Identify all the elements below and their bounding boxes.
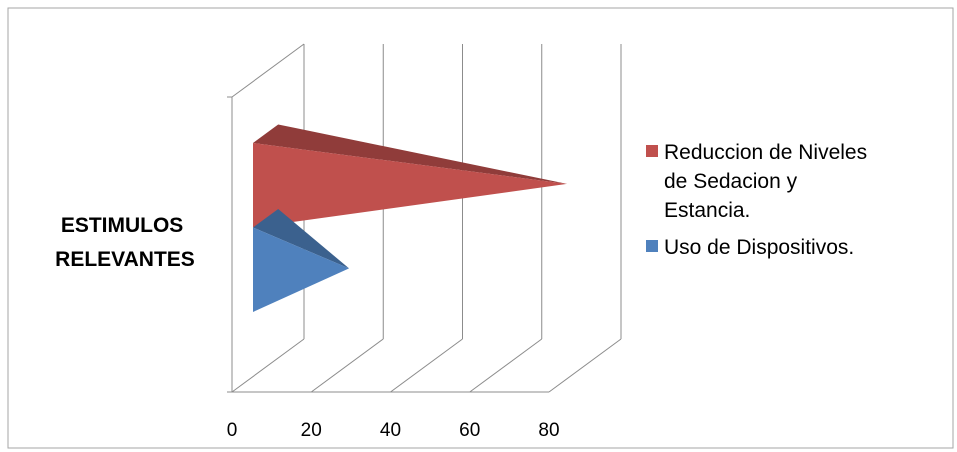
x-tick-label-3: 60 <box>459 420 480 441</box>
legend-label-reduccion-line-1: Reduccion de Niveles <box>664 141 867 164</box>
legend-swatch-reduccion <box>646 145 658 157</box>
left-wall-top-edge <box>231 43 305 98</box>
floor-gridline-3 <box>469 338 543 393</box>
bars <box>253 124 567 312</box>
floor-gridline-4 <box>548 338 622 393</box>
gridlines <box>227 43 622 393</box>
x-tick-label-1: 20 <box>301 420 322 441</box>
category-label: ESTIMULOS RELEVANTES <box>55 214 195 271</box>
floor-gridline-0 <box>231 338 305 393</box>
bar-1-top-face <box>253 124 567 184</box>
bar-0-front-face <box>253 227 350 312</box>
legend: Reduccion de Niveles de Sedacion y Estan… <box>646 141 873 259</box>
bar-0-top-face <box>253 208 350 269</box>
legend-label-reduccion-line-2: de Sedacion y <box>664 170 798 193</box>
legend-label-reduccion-line-3: Estancia. <box>664 199 750 222</box>
category-label-line-1: ESTIMULOS <box>61 214 184 237</box>
x-tick-label-2: 40 <box>380 420 401 441</box>
x-axis-ticks: 0 20 40 60 80 <box>227 420 560 441</box>
x-tick-label-4: 80 <box>538 420 559 441</box>
legend-label-uso: Uso de Dispositivos. <box>664 236 854 259</box>
bar-1-front-face <box>253 143 567 228</box>
legend-swatch-uso <box>646 240 658 252</box>
legend-label-reduccion: Reduccion de Niveles de Sedacion y Estan… <box>664 141 873 222</box>
floor-gridline-2 <box>390 338 463 393</box>
x-tick-label-0: 0 <box>227 420 238 441</box>
floor-gridline-1 <box>310 338 384 393</box>
category-label-line-2: RELEVANTES <box>55 248 195 271</box>
chart-border <box>7 7 954 449</box>
